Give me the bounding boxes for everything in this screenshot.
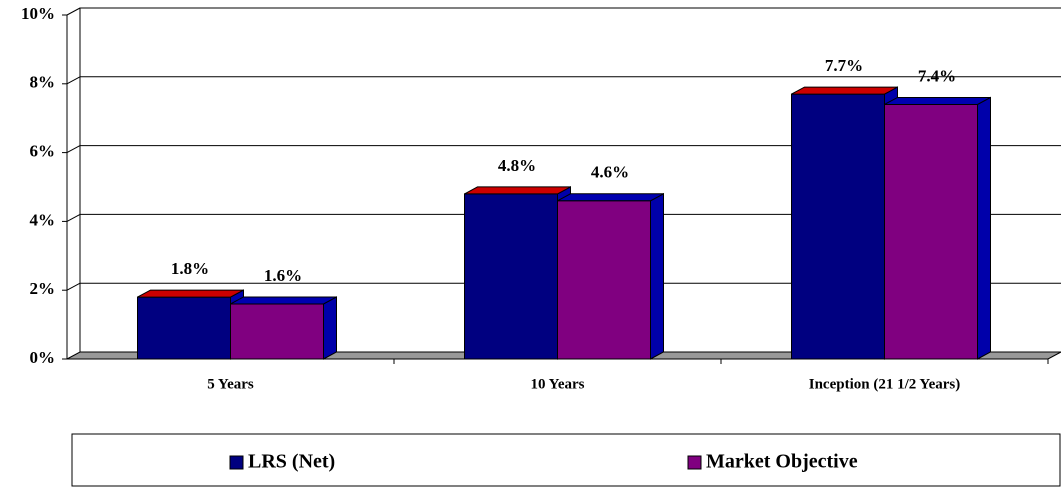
bar-top xyxy=(884,96,991,105)
bar xyxy=(464,193,558,360)
bar-top xyxy=(137,289,244,298)
value-label: 4.6% xyxy=(591,163,629,182)
y-tick-label: 2% xyxy=(30,279,56,298)
bar xyxy=(137,296,231,360)
y-tick-label: 10% xyxy=(21,4,55,23)
bar xyxy=(791,93,885,360)
legend-swatch xyxy=(687,455,702,470)
value-label: 4.8% xyxy=(498,156,536,175)
legend-label: Market Objective xyxy=(706,451,858,473)
y-tick-label: 4% xyxy=(30,210,56,229)
x-tick-label: Inception (21 1/2 Years) xyxy=(809,376,961,392)
grid-line xyxy=(66,7,81,16)
bar-top xyxy=(791,86,898,95)
bar xyxy=(230,303,324,360)
x-tick-label: 10 Years xyxy=(530,376,584,392)
bar xyxy=(884,103,978,360)
legend-swatch xyxy=(229,455,244,470)
bar-top xyxy=(230,296,337,305)
grid-line xyxy=(66,213,81,222)
bar xyxy=(557,200,651,360)
legend-box xyxy=(71,433,1061,487)
value-label: 7.4% xyxy=(918,66,956,85)
grid-line xyxy=(66,145,81,154)
bar-side xyxy=(977,96,991,360)
value-label: 1.8% xyxy=(171,259,209,278)
bar-side xyxy=(650,192,664,360)
y-tick-label: 8% xyxy=(30,73,56,92)
legend-label: LRS (Net) xyxy=(248,451,335,473)
value-label: 7.7% xyxy=(825,56,863,75)
grid-line xyxy=(66,282,81,291)
bar-side xyxy=(323,296,337,360)
value-label: 1.6% xyxy=(264,266,302,285)
bar-top xyxy=(557,193,664,202)
x-tick-label: 5 Years xyxy=(207,376,254,392)
bar-top xyxy=(464,186,571,195)
y-tick-label: 0% xyxy=(30,348,56,367)
y-tick-label: 6% xyxy=(30,142,56,161)
grid-line xyxy=(66,76,81,85)
